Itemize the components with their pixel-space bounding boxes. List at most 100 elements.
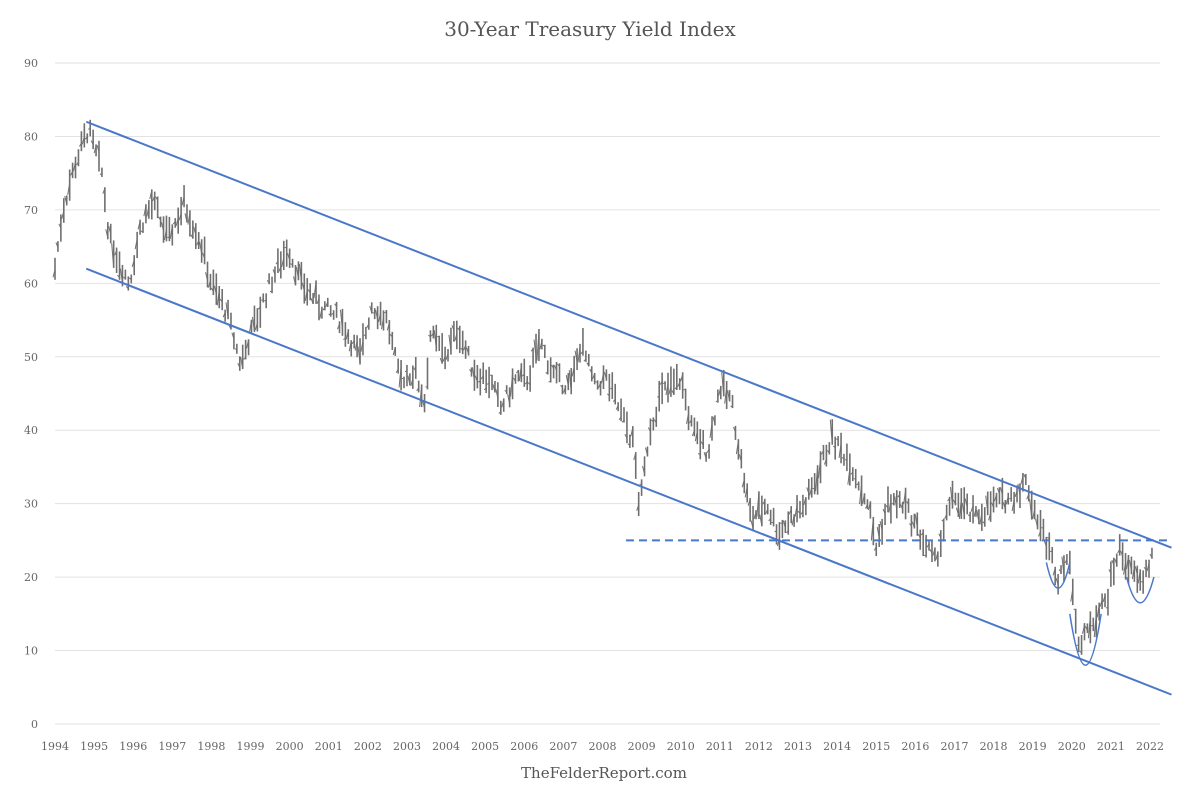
price-bar-open-tick xyxy=(944,514,948,519)
price-bar-open-tick xyxy=(404,370,408,373)
price-bar-open-tick xyxy=(55,242,59,248)
price-bar-open-tick xyxy=(606,393,610,397)
price-bar-open-tick xyxy=(935,552,939,560)
price-bar-open-tick xyxy=(565,375,569,386)
price-bar-open-tick xyxy=(149,190,153,200)
x-tick-label: 2006 xyxy=(510,740,538,753)
price-bar-open-tick xyxy=(914,514,918,528)
price-bar-open-tick xyxy=(275,261,279,265)
price-bar-open-tick xyxy=(169,225,173,239)
price-bar-open-tick xyxy=(782,520,786,529)
price-bar-open-tick xyxy=(756,491,760,517)
price-bar-open-tick xyxy=(128,277,132,281)
price-bar-open-tick xyxy=(950,486,954,507)
x-tick-label: 2001 xyxy=(315,740,343,753)
price-bar-open-tick xyxy=(1134,566,1138,576)
price-bar-open-tick xyxy=(568,370,572,392)
price-bar-open-tick xyxy=(797,510,801,514)
price-bar-open-tick xyxy=(445,353,449,360)
price-bar-open-tick xyxy=(187,212,191,225)
price-bar-open-tick xyxy=(213,285,217,295)
price-bar-open-tick xyxy=(844,459,848,461)
price-bar-open-tick xyxy=(876,526,880,538)
price-bar-open-tick xyxy=(161,221,165,232)
price-bar-open-tick xyxy=(70,171,74,176)
x-tick-label: 1999 xyxy=(237,740,265,753)
price-bar-open-tick xyxy=(1043,540,1047,547)
price-bar-open-tick xyxy=(492,384,496,393)
price-bar-open-tick xyxy=(413,367,417,372)
price-bar-open-tick xyxy=(562,387,566,393)
price-bar-open-tick xyxy=(917,533,921,539)
price-bar-open-tick xyxy=(554,365,558,371)
price-bar-open-tick xyxy=(287,253,291,261)
price-bar-open-tick xyxy=(947,497,950,502)
price-bar-open-tick xyxy=(134,239,138,250)
bottom-arc-annotation xyxy=(1069,613,1102,666)
x-tick-label: 1994 xyxy=(41,740,69,753)
price-bar-open-tick xyxy=(803,497,807,506)
price-bar-open-tick xyxy=(750,520,754,529)
bottom-arc-annotation xyxy=(1125,576,1155,604)
price-bar-open-tick xyxy=(295,266,299,279)
price-bar-open-tick xyxy=(571,366,575,377)
price-bar-open-tick xyxy=(363,334,367,337)
price-bar-open-tick xyxy=(753,511,757,520)
y-tick-label: 10 xyxy=(24,645,38,658)
price-bar-open-tick xyxy=(691,430,695,437)
x-tick-label: 2005 xyxy=(471,740,499,753)
price-bar-open-tick xyxy=(81,136,85,145)
price-bar-open-tick xyxy=(909,523,912,527)
price-bar-open-tick xyxy=(1020,476,1024,485)
price-bar-open-tick xyxy=(809,486,813,496)
price-bar-open-tick xyxy=(354,340,358,351)
price-bar-open-tick xyxy=(999,487,1003,495)
x-tick-label: 2002 xyxy=(354,740,382,753)
price-bar-open-tick xyxy=(1141,581,1144,583)
price-bar-open-tick xyxy=(642,465,646,475)
price-bar-open-tick xyxy=(1014,490,1018,498)
y-tick-label: 20 xyxy=(24,571,38,584)
price-bar-open-tick xyxy=(1082,624,1085,634)
price-bar-open-tick xyxy=(586,362,590,367)
price-bar-open-tick xyxy=(78,142,82,147)
price-bar-open-tick xyxy=(261,299,264,301)
price-bar-open-tick xyxy=(1102,595,1106,603)
price-bar-open-tick xyxy=(700,441,704,446)
x-tick-label: 2012 xyxy=(745,740,773,753)
price-bar-open-tick xyxy=(199,241,203,254)
price-bar-open-tick xyxy=(254,322,258,331)
x-tick-label: 2008 xyxy=(589,740,617,753)
price-bar-open-tick xyxy=(615,405,619,410)
price-bar-open-tick xyxy=(806,487,810,494)
price-bar-open-tick xyxy=(964,498,968,508)
price-bar-open-tick xyxy=(284,246,287,249)
price-bar-open-tick xyxy=(677,382,681,387)
y-tick-label: 50 xyxy=(24,351,38,364)
price-bar-open-tick xyxy=(290,263,293,266)
price-bar-open-tick xyxy=(1038,531,1041,537)
price-bar-open-tick xyxy=(882,508,886,515)
price-bar-open-tick xyxy=(1084,625,1088,631)
x-tick-label: 2014 xyxy=(823,740,851,753)
price-bar-open-tick xyxy=(501,399,505,408)
price-bar-open-tick xyxy=(1064,559,1068,564)
price-bar-open-tick xyxy=(257,306,261,310)
price-bar-open-tick xyxy=(61,210,65,220)
price-bar-open-tick xyxy=(762,500,766,505)
price-bar-open-tick xyxy=(375,309,379,320)
price-bar-open-tick xyxy=(952,499,956,505)
price-bar-open-tick xyxy=(1029,499,1033,519)
price-bar-open-tick xyxy=(105,229,109,238)
price-bar-open-tick xyxy=(1117,548,1121,554)
price-bar-open-tick xyxy=(348,340,352,352)
price-bar-open-tick xyxy=(791,515,795,526)
price-bar-open-tick xyxy=(686,413,690,424)
price-bar-open-tick xyxy=(114,250,118,256)
price-bar-open-tick xyxy=(222,312,226,318)
price-bar-open-tick xyxy=(351,340,355,344)
price-bar-open-tick xyxy=(125,286,129,289)
price-bar-open-tick xyxy=(1058,569,1062,572)
price-bars xyxy=(52,119,1153,655)
price-bar-open-tick xyxy=(897,494,901,498)
